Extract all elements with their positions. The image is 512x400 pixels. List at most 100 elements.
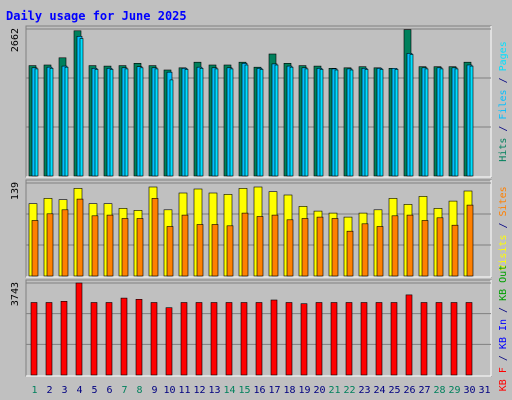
chart-title: Daily usage for June 2025 <box>6 9 187 23</box>
bar-pages-day-2 <box>49 68 54 177</box>
bar-pages-day-5 <box>94 69 99 177</box>
bar-sites-day-2 <box>46 213 54 277</box>
bar-sites-day-25 <box>391 215 399 277</box>
bar-sites-day-6 <box>106 214 114 277</box>
x-tick-label: 2 <box>46 385 52 396</box>
bar-pages-day-16 <box>259 69 264 177</box>
series-pages <box>34 38 474 177</box>
x-tick-label: 7 <box>121 385 127 396</box>
x-tick-label: 18 <box>283 385 295 396</box>
x-tick-label: 1 <box>31 385 37 396</box>
bar-kb-f-day-3 <box>60 300 68 376</box>
y-axis-label-part: / <box>498 71 509 89</box>
bar-pages-day-15 <box>244 64 249 177</box>
x-tick-label: 23 <box>358 385 370 396</box>
bar-sites-day-15 <box>241 212 249 277</box>
x-tick-label: 31 <box>478 385 490 396</box>
y-max-label: 139 <box>10 182 21 200</box>
bar-sites-day-16 <box>256 216 264 277</box>
bar-pages-day-24 <box>379 69 384 177</box>
bar-kb-f-day-4 <box>75 282 83 376</box>
bar-sites-day-21 <box>331 218 339 277</box>
x-tick-label: 4 <box>76 385 82 396</box>
bar-sites-day-17 <box>271 214 279 277</box>
series-sites <box>31 198 474 277</box>
x-tick-label: 29 <box>448 385 460 396</box>
bar-kb-f-day-5 <box>90 302 98 376</box>
bar-kb-f-day-9 <box>150 302 158 376</box>
bar-kb-f-day-14 <box>225 302 233 376</box>
y-axis-label-part: KB F <box>498 367 509 391</box>
bar-sites-day-13 <box>211 224 219 277</box>
bar-sites-day-5 <box>91 215 99 277</box>
bar-pages-day-3 <box>64 66 69 177</box>
bar-sites-day-8 <box>136 218 144 277</box>
bar-kb-f-day-24 <box>375 302 383 376</box>
y-axis-label-part: / <box>498 120 509 138</box>
bar-pages-day-22 <box>349 69 354 177</box>
bar-kb-f-day-30 <box>465 302 473 376</box>
bar-sites-day-7 <box>121 218 129 277</box>
y-axis-label-part: Hits <box>498 138 509 162</box>
bar-pages-day-21 <box>334 69 339 177</box>
bar-kb-f-day-12 <box>195 302 203 376</box>
y-max-label: 2662 <box>10 28 21 52</box>
x-tick-label: 14 <box>223 385 235 396</box>
bar-pages-day-8 <box>139 67 144 177</box>
bar-pages-day-25 <box>394 69 399 177</box>
x-tick-label: 22 <box>343 385 355 396</box>
x-tick-label: 16 <box>253 385 265 396</box>
bar-pages-day-10 <box>169 79 174 177</box>
bar-sites-day-28 <box>436 217 444 277</box>
panel-visits_sites: 139 Visits / Sites <box>10 179 509 278</box>
bar-sites-day-20 <box>316 216 324 277</box>
y-axis-label-part: / <box>498 301 509 319</box>
x-tick-label: 25 <box>388 385 400 396</box>
bar-pages-day-17 <box>274 64 279 177</box>
bar-pages-day-4 <box>79 38 84 177</box>
bar-pages-day-20 <box>319 69 324 177</box>
bar-sites-day-3 <box>61 209 69 277</box>
bar-pages-day-12 <box>199 68 204 177</box>
bar-sites-day-1 <box>31 220 39 277</box>
bar-kb-f-day-21 <box>330 302 338 376</box>
x-tick-label: 9 <box>151 385 157 396</box>
y-axis-label-part: Sites <box>498 186 509 216</box>
bar-kb-f-day-7 <box>120 297 128 376</box>
x-tick-label: 5 <box>91 385 97 396</box>
bar-kb-f-day-29 <box>450 302 458 376</box>
x-tick-label: 13 <box>208 385 220 396</box>
y-axis-label-part: Files <box>498 89 509 119</box>
bar-kb-f-day-10 <box>165 307 173 376</box>
series-files <box>31 35 473 177</box>
y-axis-label-part: KB Out <box>498 265 509 301</box>
bar-sites-day-11 <box>181 214 189 277</box>
bar-sites-day-30 <box>466 204 474 277</box>
x-tick-label: 8 <box>136 385 142 396</box>
bar-kb-f-day-16 <box>255 302 263 376</box>
y-axis-label-part: Pages <box>498 41 509 71</box>
bar-kb-f-day-6 <box>105 302 113 376</box>
bar-sites-day-9 <box>151 198 159 277</box>
panel-hits_files_pages: 2662 Hits / Files / Pages <box>10 25 509 178</box>
y-axis-label-part: Visits <box>498 235 509 271</box>
bar-pages-day-6 <box>109 69 114 177</box>
bar-pages-day-23 <box>364 69 369 177</box>
bar-kb-f-day-22 <box>345 302 353 376</box>
bar-sites-day-22 <box>346 230 354 277</box>
bar-sites-day-12 <box>196 224 204 277</box>
y-axis-label: Hits / Files / Pages <box>498 41 509 161</box>
bar-pages-day-13 <box>214 68 219 177</box>
bar-kb-f-day-28 <box>435 302 443 376</box>
bar-pages-day-27 <box>424 68 429 177</box>
bar-sites-day-18 <box>286 219 294 277</box>
panel-kbytes: 3743 KB F / KB In / KB Out <box>10 265 509 391</box>
bar-sites-day-4 <box>76 198 84 277</box>
x-tick-label: 26 <box>403 385 415 396</box>
bar-pages-day-19 <box>304 68 309 177</box>
y-axis-label-part: KB In <box>498 319 509 349</box>
bar-pages-day-30 <box>469 65 474 177</box>
x-tick-label: 6 <box>106 385 112 396</box>
bar-kb-f-day-2 <box>45 302 53 376</box>
